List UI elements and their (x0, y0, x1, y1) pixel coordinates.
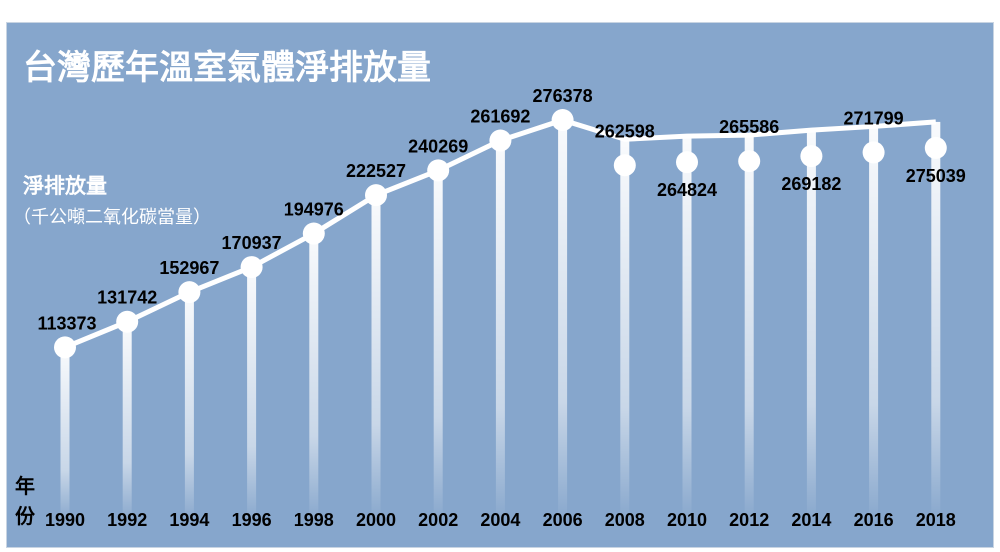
stem-group (60, 120, 941, 524)
x-tick-1998: 1998 (294, 510, 334, 530)
x-tick-group: 1990 1992 1994 1996 1998 2000 2002 2004 2006 2008… (45, 510, 956, 530)
stem-1994 (184, 292, 194, 523)
stem-2016 (869, 126, 879, 523)
data-point-2018 (924, 136, 947, 159)
data-label-2002: 240269 (408, 136, 468, 156)
stem-2006 (558, 120, 568, 524)
stem-2012 (744, 135, 754, 523)
x-tick-2012: 2012 (729, 510, 769, 530)
data-point-1996 (240, 256, 263, 279)
data-label-1998: 194976 (284, 200, 344, 220)
data-point-1990 (54, 336, 76, 359)
line-chart: 台灣歷年溫室氣體淨排放量 淨排放量 （千公噸二氧化碳當量） 年 份 113373… (13, 48, 966, 530)
chart-title: 台灣歷年溫室氣體淨排放量 (23, 48, 431, 88)
x-tick-2014: 2014 (791, 510, 831, 530)
data-label-2012: 265586 (719, 117, 779, 137)
x-tick-1994: 1994 (169, 510, 209, 530)
stem-2000 (371, 195, 381, 524)
data-label-2018: 275039 (906, 166, 966, 186)
data-label-1990: 113373 (37, 313, 96, 333)
data-point-2006 (551, 109, 574, 132)
data-label-2010: 264824 (657, 180, 717, 200)
data-label-2014: 269182 (781, 174, 841, 194)
data-label-2000: 222527 (346, 161, 406, 181)
data-label-1996: 170937 (222, 233, 282, 253)
stem-2002 (433, 170, 443, 523)
y-axis-unit: （千公噸二氧化碳當量） (13, 207, 211, 228)
y-axis-label: 淨排放量 (23, 174, 107, 198)
marker-group (54, 109, 947, 359)
x-tick-2008: 2008 (605, 510, 645, 530)
data-point-1998 (302, 222, 325, 245)
x-tick-1992: 1992 (107, 510, 147, 530)
data-point-2000 (365, 184, 387, 207)
data-point-2012 (738, 150, 761, 173)
data-point-2008 (613, 154, 636, 177)
data-label-2008: 262598 (595, 121, 655, 141)
data-point-2010 (676, 151, 698, 174)
x-tick-2004: 2004 (480, 510, 520, 530)
x-tick-2002: 2002 (418, 510, 458, 530)
data-point-2014 (800, 145, 823, 168)
data-label-2004: 261692 (470, 107, 530, 127)
data-label-group: 1133731317421529671709371949762225272402… (37, 86, 965, 333)
stem-1996 (247, 267, 257, 523)
x-tick-2010: 2010 (667, 510, 707, 530)
stem-1992 (122, 321, 132, 523)
data-label-2006: 276378 (533, 86, 593, 106)
chart-panel: 台灣歷年溫室氣體淨排放量 淨排放量 （千公噸二氧化碳當量） 年 份 113373… (6, 22, 994, 548)
data-point-1992 (116, 310, 139, 333)
x-tick-2006: 2006 (543, 510, 583, 530)
data-point-2002 (427, 159, 450, 182)
x-tick-1990: 1990 (45, 510, 85, 530)
x-axis-label-line2: 份 (15, 504, 36, 528)
x-tick-1996: 1996 (232, 510, 272, 530)
data-point-1994 (178, 281, 201, 304)
data-point-2016 (862, 141, 885, 164)
stem-1998 (309, 233, 319, 523)
stem-2014 (806, 130, 816, 524)
x-axis-label-line1: 年 (15, 474, 35, 498)
x-tick-2016: 2016 (854, 510, 894, 530)
data-point-2004 (489, 129, 512, 152)
stem-2004 (495, 140, 505, 523)
data-label-1994: 152967 (159, 258, 219, 278)
stem-2010 (682, 136, 692, 523)
stem-1990 (60, 347, 70, 523)
data-label-2016: 271799 (844, 108, 904, 128)
x-tick-2000: 2000 (356, 510, 396, 530)
stem-2018 (931, 121, 941, 523)
x-tick-2018: 2018 (916, 510, 956, 530)
data-label-1992: 131742 (97, 288, 157, 308)
stem-2008 (620, 139, 630, 523)
